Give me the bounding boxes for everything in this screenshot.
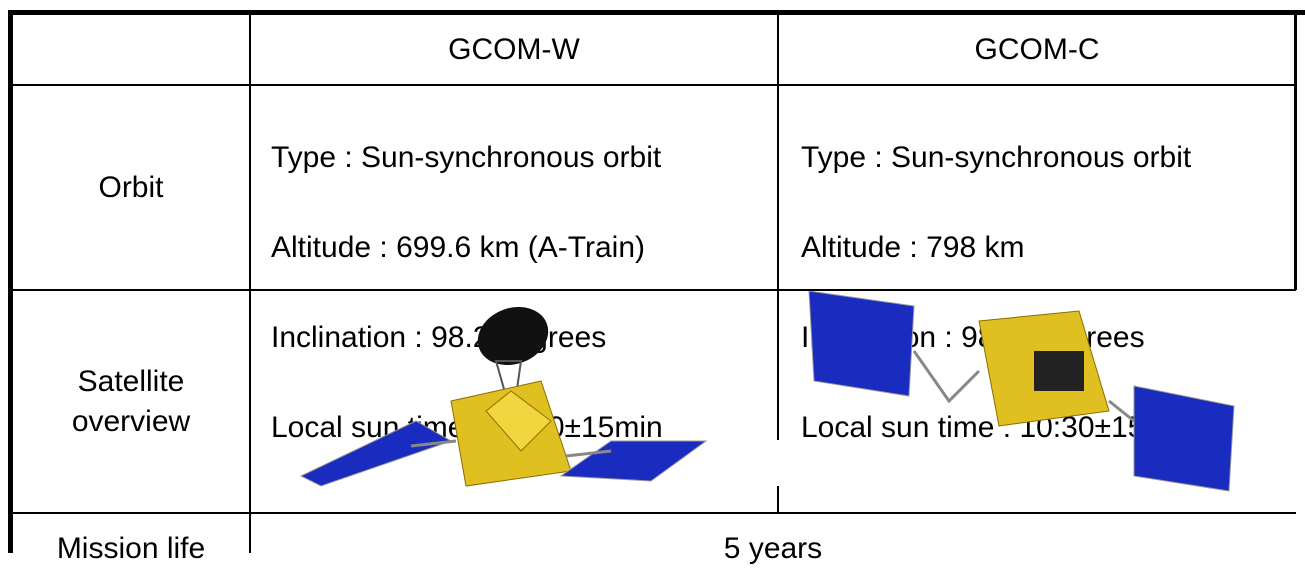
gcom-w-image	[251, 291, 777, 512]
row-label: Mission life	[13, 514, 249, 584]
column-header: GCOM-C	[779, 15, 1295, 84]
row-label: Orbit	[13, 86, 249, 289]
text-line: Altitude : 699.6 km (A-Train)	[271, 225, 663, 270]
text-line: Type : Sun-synchronous orbit	[801, 135, 1193, 180]
row-label: Satellite overview	[40, 291, 222, 512]
text-line: Type : Sun-synchronous orbit	[271, 135, 663, 180]
cell-text: 5 years	[251, 514, 1295, 584]
text-line: Altitude : 798 km	[801, 225, 1193, 270]
gcom-c-image	[779, 291, 1295, 512]
page: GCOM-W GCOM-C Orbit Type : Sun-synchrono…	[0, 0, 1305, 553]
column-header: GCOM-W	[251, 15, 777, 84]
